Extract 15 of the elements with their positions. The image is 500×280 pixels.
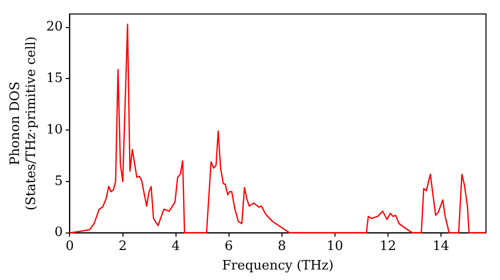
y-tick-label: 0 <box>54 225 63 240</box>
y-tick-label: 15 <box>46 71 63 86</box>
y-tick-label: 10 <box>46 122 63 138</box>
y-tick-label: 20 <box>46 20 63 35</box>
y-tick-label: 5 <box>54 174 63 189</box>
x-tick-label: 8 <box>278 238 286 254</box>
x-tick-label: 14 <box>432 238 450 254</box>
x-tick-label: 10 <box>326 238 344 254</box>
x-tick-label: 4 <box>172 238 180 254</box>
x-tick-label: 6 <box>224 238 233 254</box>
x-tick-label: 0 <box>66 238 74 254</box>
x-tick-label: 2 <box>118 238 127 254</box>
y-axis-title: Phonon DOS (States/THz·primitive cell) <box>8 36 39 210</box>
x-axis-title: Frequency (THz) <box>222 258 334 274</box>
x-tick-label: 12 <box>380 238 396 254</box>
